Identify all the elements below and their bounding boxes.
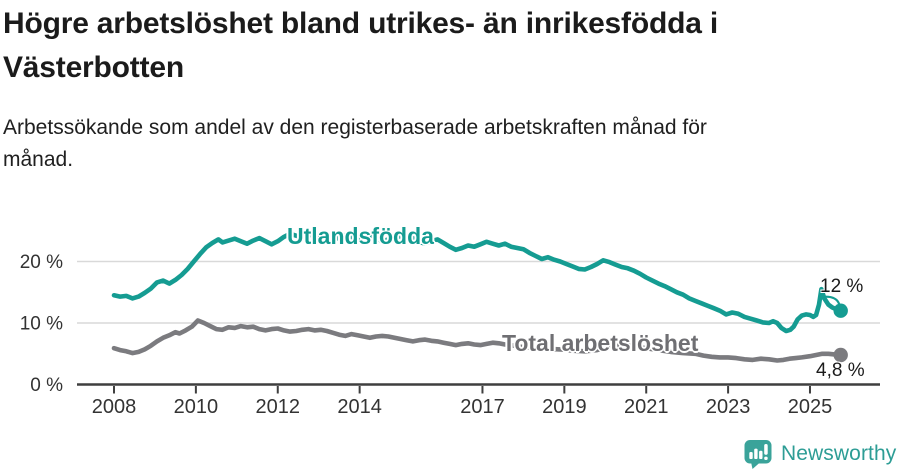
x-tick-label: 2023 [706, 396, 751, 418]
x-tick-label: 2017 [460, 396, 505, 418]
chart-subtitle-line-1: Arbetssökande som andel av den registerb… [3, 116, 707, 139]
series-end-dot-total [833, 347, 848, 363]
end-label-leader-line [824, 295, 841, 306]
x-tick-label: 2008 [92, 396, 137, 418]
end-value-label-utlandsfodda: 12 % [820, 276, 864, 297]
end-value-label-total: 4,8 % [816, 360, 865, 381]
chart-subtitle-line-2: månad. [3, 148, 74, 171]
series-line-utlandsfodda [111, 231, 844, 334]
y-tick-label: 20 % [20, 252, 63, 273]
x-tick-label: 2012 [256, 396, 301, 418]
series-label-utlandsfodda: Utlandsfödda [287, 223, 434, 249]
chart-title-line-2: Västerbotten [3, 51, 184, 84]
newsworthy-bubble-chart-icon [744, 440, 772, 469]
series-end-dot-utlandsfodda [833, 303, 848, 318]
series-label-total-arbetsloshet: Total arbetslöshet [502, 330, 699, 356]
x-tick-label: 2021 [624, 396, 669, 418]
chart-title: Högre arbetslöshet bland utrikes- än inr… [3, 2, 883, 90]
y-tick-label: 0 % [30, 375, 63, 396]
newsworthy-brand-text: Newsworthy [781, 442, 897, 465]
series-line-total [111, 318, 844, 363]
x-tick-label: 2010 [174, 396, 219, 418]
chart-subtitle: Arbetssökande som andel av den registerb… [3, 112, 863, 176]
chart-title-line-1: Högre arbetslöshet bland utrikes- än inr… [3, 7, 718, 40]
x-tick-label: 2019 [542, 396, 587, 418]
x-tick-label: 2025 [788, 396, 833, 418]
y-tick-label: 10 % [20, 314, 63, 335]
x-tick-label: 2014 [337, 396, 382, 418]
newsworthy-logo-link[interactable]: Newsworthy [743, 439, 896, 469]
